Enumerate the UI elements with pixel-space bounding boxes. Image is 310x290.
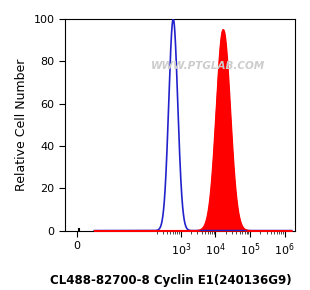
Text: WWW.PTGLAB.COM: WWW.PTGLAB.COM — [150, 61, 265, 70]
Text: CL488-82700-8 Cyclin E1(240136G9): CL488-82700-8 Cyclin E1(240136G9) — [50, 274, 291, 287]
Y-axis label: Relative Cell Number: Relative Cell Number — [15, 59, 28, 191]
